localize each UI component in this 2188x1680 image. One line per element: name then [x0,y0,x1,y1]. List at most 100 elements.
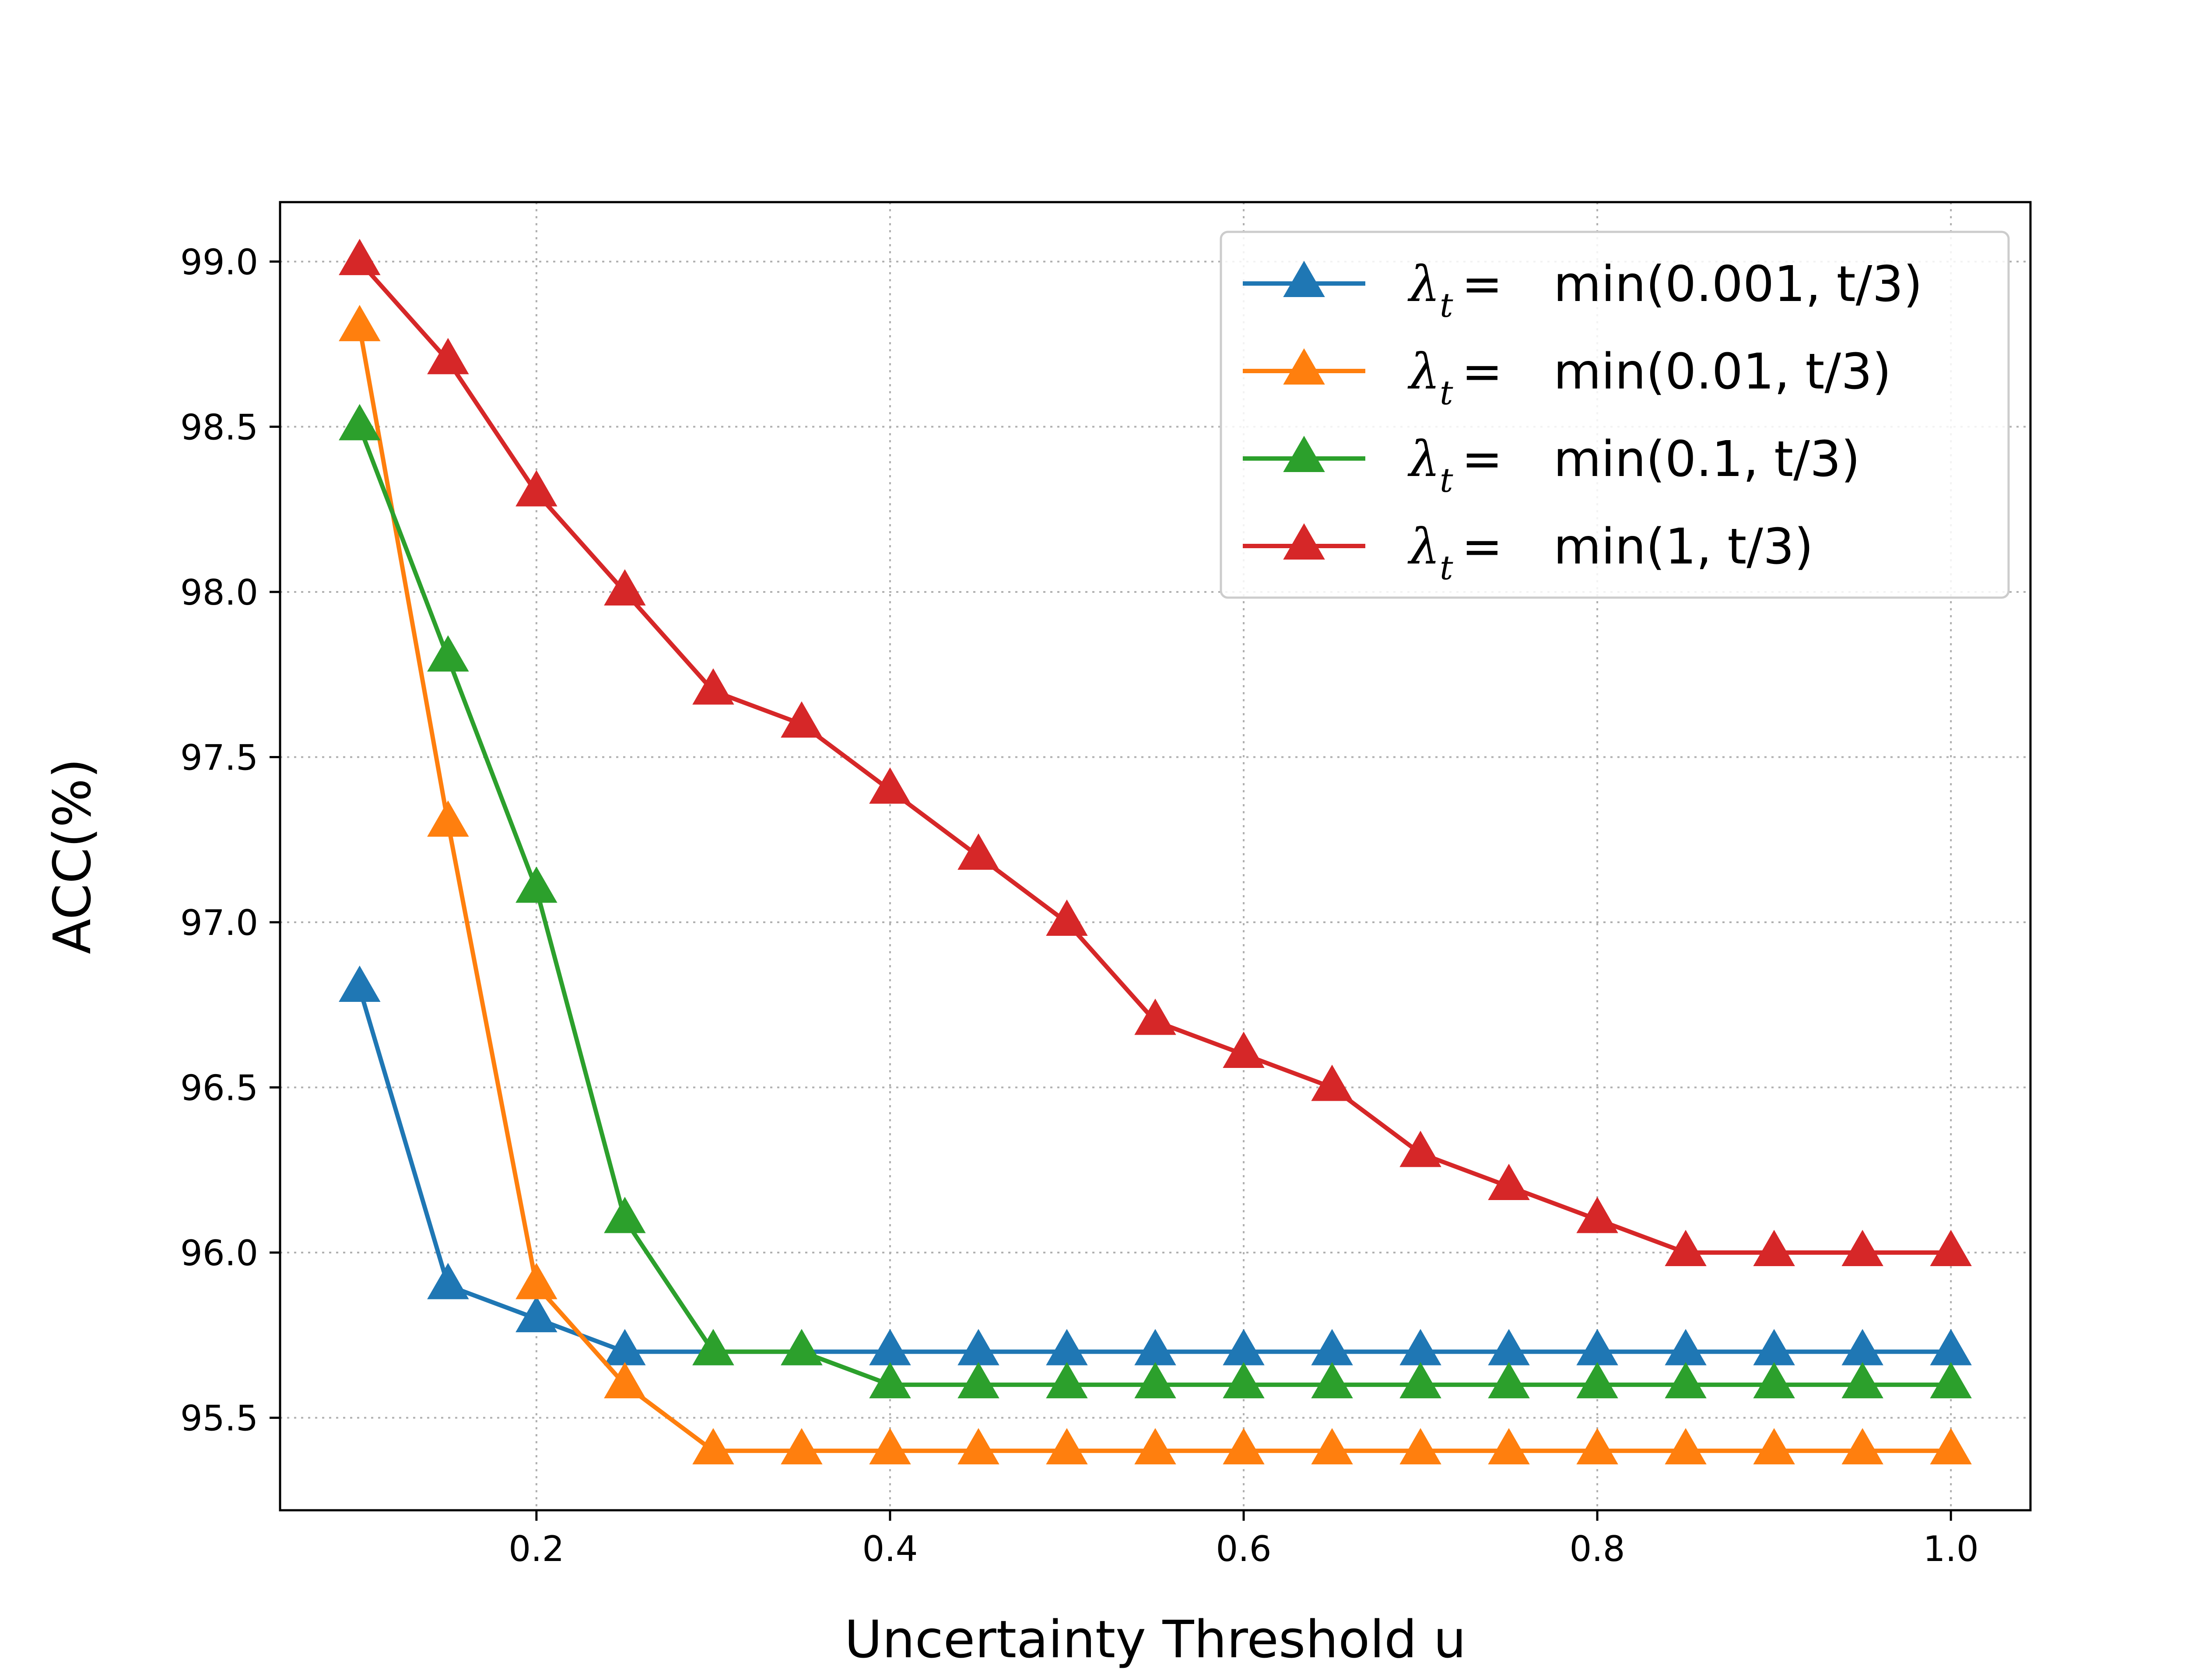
data-point-marker [1223,1362,1265,1399]
data-point-marker [781,1428,823,1465]
x-tick-label: 0.8 [1569,1529,1625,1569]
series-1 [339,966,1972,1365]
data-point-marker [1134,1428,1176,1465]
x-tick-label: 0.6 [1216,1529,1271,1569]
data-point-marker [1311,1064,1353,1101]
data-point-marker [1753,1362,1795,1399]
legend-lambda: λ [1407,431,1440,488]
legend-equals: = [1462,518,1503,575]
legend-entry: λ t = min(0.01, t/3) [1243,343,1891,412]
legend-lambda: λ [1407,518,1440,575]
data-point-marker [1223,1428,1265,1465]
x-tick-label: 1.0 [1923,1529,1979,1569]
series-2 [339,304,1972,1465]
data-point-marker [1046,900,1088,936]
axis-ticks: 0.2 0.4 0.6 0.8 1.0 95.5 96.0 96.5 97.0 97.5 98.0 9… [180,242,1979,1569]
data-point-marker [1311,1428,1353,1465]
legend-box [1220,231,2010,599]
legend: λ t = min(0.001, t/3)λ t = min(0.01, t/3)λ t = mi… [1220,231,2010,599]
data-point-marker [604,569,646,606]
data-point-marker [604,1362,646,1399]
data-point-marker [1665,1230,1707,1267]
data-point-marker [1665,1428,1707,1465]
data-point-marker [957,1362,999,1399]
data-point-marker [781,701,823,738]
legend-label: min(0.001, t/3) [1553,256,1922,313]
data-point-marker [692,668,734,705]
data-point-marker [339,304,381,341]
legend-subscript: t [1440,548,1453,587]
data-point-marker [1841,1230,1883,1267]
y-tick-label: 95.5 [180,1398,258,1439]
legend-label: min(0.1, t/3) [1553,431,1860,488]
legend-lambda: λ [1407,256,1440,313]
y-tick-label: 98.5 [180,407,258,448]
legend-marker [1283,435,1325,472]
data-point-marker [1665,1362,1707,1399]
legend-entry: λ t = min(1, t/3) [1243,518,1813,587]
data-point-marker [1753,1428,1795,1465]
legend-entry: λ t = min(0.001, t/3) [1243,256,1922,325]
data-point-marker [869,767,911,804]
data-point-marker [339,966,381,1002]
data-point-marker [1488,1164,1530,1200]
data-point-marker [604,1197,646,1233]
data-point-marker [692,1329,734,1365]
data-point-marker [1046,1362,1088,1399]
data-point-marker [339,404,381,441]
data-point-marker [1311,1362,1353,1399]
data-point-marker [515,1296,558,1333]
y-tick-label: 97.5 [180,737,258,778]
data-point-marker [427,635,469,672]
plot-frame [279,201,2032,1512]
data-point-marker [1841,1428,1883,1465]
data-point-marker [1576,1197,1618,1233]
data-point-marker [427,1263,469,1299]
data-point-marker [1223,1032,1265,1068]
data-point-marker [1488,1362,1530,1399]
data-point-marker [1576,1428,1618,1465]
data-point-marker [957,1428,999,1465]
legend-subscript: t [1440,286,1453,325]
data-point-marker [1930,1230,1972,1267]
data-point-marker [957,833,999,870]
legend-equals: = [1462,431,1503,488]
y-tick-label: 99.0 [180,242,258,283]
series-4 [339,238,1972,1267]
data-point-marker [427,800,469,837]
x-tick-label: 0.2 [508,1529,564,1569]
x-tick-label: 0.4 [862,1529,918,1569]
y-tick-label: 97.0 [180,903,258,943]
data-point-marker [1134,1362,1176,1399]
data-point-marker [869,1428,911,1465]
y-tick-label: 96.0 [180,1233,258,1274]
x-axis-label: Uncertainty Threshold u [845,1609,1466,1670]
data-point-marker [515,1263,558,1299]
y-axis-label: ACC(%) [42,758,102,954]
data-point-marker [869,1362,911,1399]
legend-label: min(0.01, t/3) [1553,343,1891,400]
y-tick-label: 96.5 [180,1068,258,1109]
legend-equals: = [1462,343,1503,400]
data-point-marker [1930,1362,1972,1399]
data-point-marker [515,470,558,507]
legend-entry: λ t = min(0.1, t/3) [1243,431,1860,500]
series-3 [339,404,1972,1399]
data-point-marker [339,238,381,275]
legend-marker [1283,260,1325,297]
legend-subscript: t [1440,461,1453,500]
data-point-marker [781,1329,823,1365]
data-point-marker [1841,1362,1883,1399]
data-point-marker [1753,1230,1795,1267]
legend-lambda: λ [1407,343,1440,400]
legend-subscript: t [1440,373,1453,412]
data-point-marker [1046,1428,1088,1465]
data-point-marker [1399,1428,1441,1465]
data-point-marker [427,338,469,374]
legend-marker [1283,523,1325,560]
data-point-marker [1399,1362,1441,1399]
series-group [339,238,1972,1465]
data-point-marker [1399,1130,1441,1167]
y-tick-label: 98.0 [180,572,258,613]
